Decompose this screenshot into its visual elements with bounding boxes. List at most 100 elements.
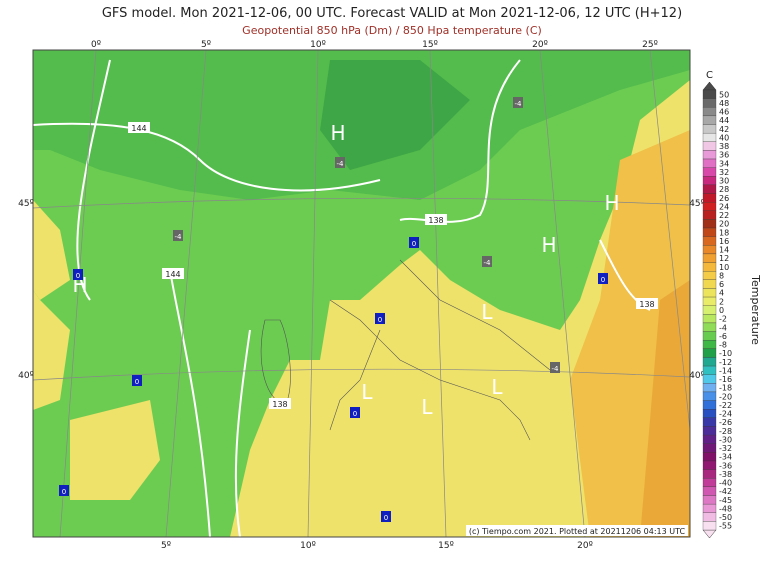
colorbar-swatch — [702, 495, 717, 505]
lat-label: 40º — [689, 371, 705, 381]
colorbar-swatch — [702, 279, 717, 289]
colorbar-level: 18 — [719, 228, 729, 237]
colorbar-swatch — [702, 176, 717, 186]
lat-label: 40º — [18, 371, 34, 381]
colorbar-swatch — [702, 158, 717, 168]
colorbar-swatch — [702, 202, 717, 211]
colorbar-swatch — [702, 348, 717, 358]
colorbar-level: 10 — [719, 263, 729, 272]
contour-label-box — [636, 298, 658, 309]
colorbar-level: -55 — [719, 522, 732, 531]
lat-label: 45º — [18, 199, 34, 209]
colorbar-swatch — [702, 150, 717, 160]
contour-label: 138 — [639, 300, 654, 309]
colorbar-level: 0 — [719, 306, 724, 315]
colorbar-swatch — [702, 184, 717, 194]
colorbar-level: 14 — [719, 246, 729, 255]
isotherm-label-box — [73, 269, 83, 280]
colorbar-level: 46 — [719, 108, 729, 117]
colorbar-level: 48 — [719, 99, 729, 108]
contour-label-box — [162, 268, 184, 279]
lat-label: 45º — [689, 199, 705, 209]
colorbar-level: -48 — [719, 504, 732, 513]
isotherm-label-box — [59, 485, 69, 496]
colorbar-level: -26 — [719, 418, 732, 427]
colorbar-level: -22 — [719, 401, 732, 410]
colorbar-level: 32 — [719, 168, 729, 177]
pressure-center: H — [604, 191, 619, 215]
colorbar-swatch — [702, 227, 717, 237]
isotherm-label: 0 — [62, 488, 66, 496]
colorbar-swatch — [702, 512, 717, 522]
colorbar-level: -12 — [719, 358, 732, 367]
colorbar-label: Temperature — [749, 274, 762, 345]
colorbar-level: 40 — [719, 133, 729, 142]
map-frame — [32, 49, 691, 538]
colorbar-swatch — [702, 469, 717, 479]
colorbar-swatch — [702, 443, 717, 453]
colorbar-swatch — [702, 193, 717, 203]
colorbar-level: 12 — [719, 254, 729, 263]
colorbar-level: 50 — [719, 90, 729, 99]
lon-label: 0º — [91, 40, 101, 50]
lon-label: 15º — [438, 541, 454, 551]
contour-label-box — [425, 214, 447, 225]
isotherm-label-box — [132, 375, 142, 386]
colorbar-swatch — [702, 314, 717, 324]
pressure-center: L — [421, 395, 433, 419]
colorbar-level: 44 — [719, 116, 729, 125]
colorbar-swatch — [702, 98, 717, 108]
credit: (c) Tiempo.com 2021. Plotted at 20211206… — [469, 527, 686, 536]
colorbar-swatch — [702, 305, 717, 315]
contour-label-box — [269, 398, 291, 409]
lon-label: 15º — [422, 40, 438, 50]
isotherm-label-box — [173, 230, 183, 241]
colorbar-swatch — [702, 521, 717, 531]
colorbar-level: -14 — [719, 366, 732, 375]
colorbar-swatch — [702, 383, 717, 393]
colorbar-swatch — [702, 452, 717, 462]
lon-label: 5º — [201, 40, 211, 50]
isotherm-label-box — [409, 237, 419, 248]
colorbar-level: 42 — [719, 125, 729, 134]
isotherm-label: 0 — [378, 316, 382, 324]
isotherm-label-box — [335, 157, 345, 168]
contour-label: 138 — [272, 400, 287, 409]
colorbar-swatch — [702, 124, 717, 134]
lon-label: 20º — [577, 541, 593, 551]
colorbar-level: 6 — [719, 280, 724, 289]
isotherm-label: -4 — [515, 100, 523, 108]
colorbar-level: -30 — [719, 435, 732, 444]
isotherm-label-box — [381, 511, 391, 522]
colorbar-swatch — [702, 409, 717, 418]
contour-label-box — [128, 122, 150, 133]
contour-label: 144 — [131, 124, 146, 133]
lon-label: 20º — [532, 40, 548, 50]
colorbar-swatch — [702, 460, 717, 470]
colorbar-swatch — [702, 141, 717, 151]
isotherm-label: 0 — [384, 514, 388, 522]
warm-west — [33, 200, 70, 300]
colorbar-level: 28 — [719, 185, 729, 194]
isotherm-label-box — [350, 407, 360, 418]
colorbar-swatch — [702, 236, 717, 246]
colorbar-level: -16 — [719, 375, 732, 384]
colorbar-swatch — [702, 219, 717, 229]
colorbar-swatch — [702, 107, 717, 117]
warmest-east — [640, 280, 690, 537]
colorbar-level: 20 — [719, 220, 729, 229]
coldest-region — [320, 60, 470, 170]
isotherm-label-box — [482, 256, 492, 267]
contour-label: 144 — [165, 270, 180, 279]
colorbar-swatch — [702, 400, 717, 410]
isotherm-label-box — [550, 362, 560, 373]
isotherm-label: 0 — [601, 276, 605, 284]
pressure-center: L — [491, 375, 503, 399]
colorbar-level: -24 — [719, 410, 732, 419]
colorbar-level: 4 — [719, 289, 724, 298]
credit-box — [466, 525, 688, 536]
lon-label: 10º — [300, 541, 316, 551]
colorbar-swatch — [702, 253, 717, 263]
isotherm-label: 0 — [412, 240, 416, 248]
